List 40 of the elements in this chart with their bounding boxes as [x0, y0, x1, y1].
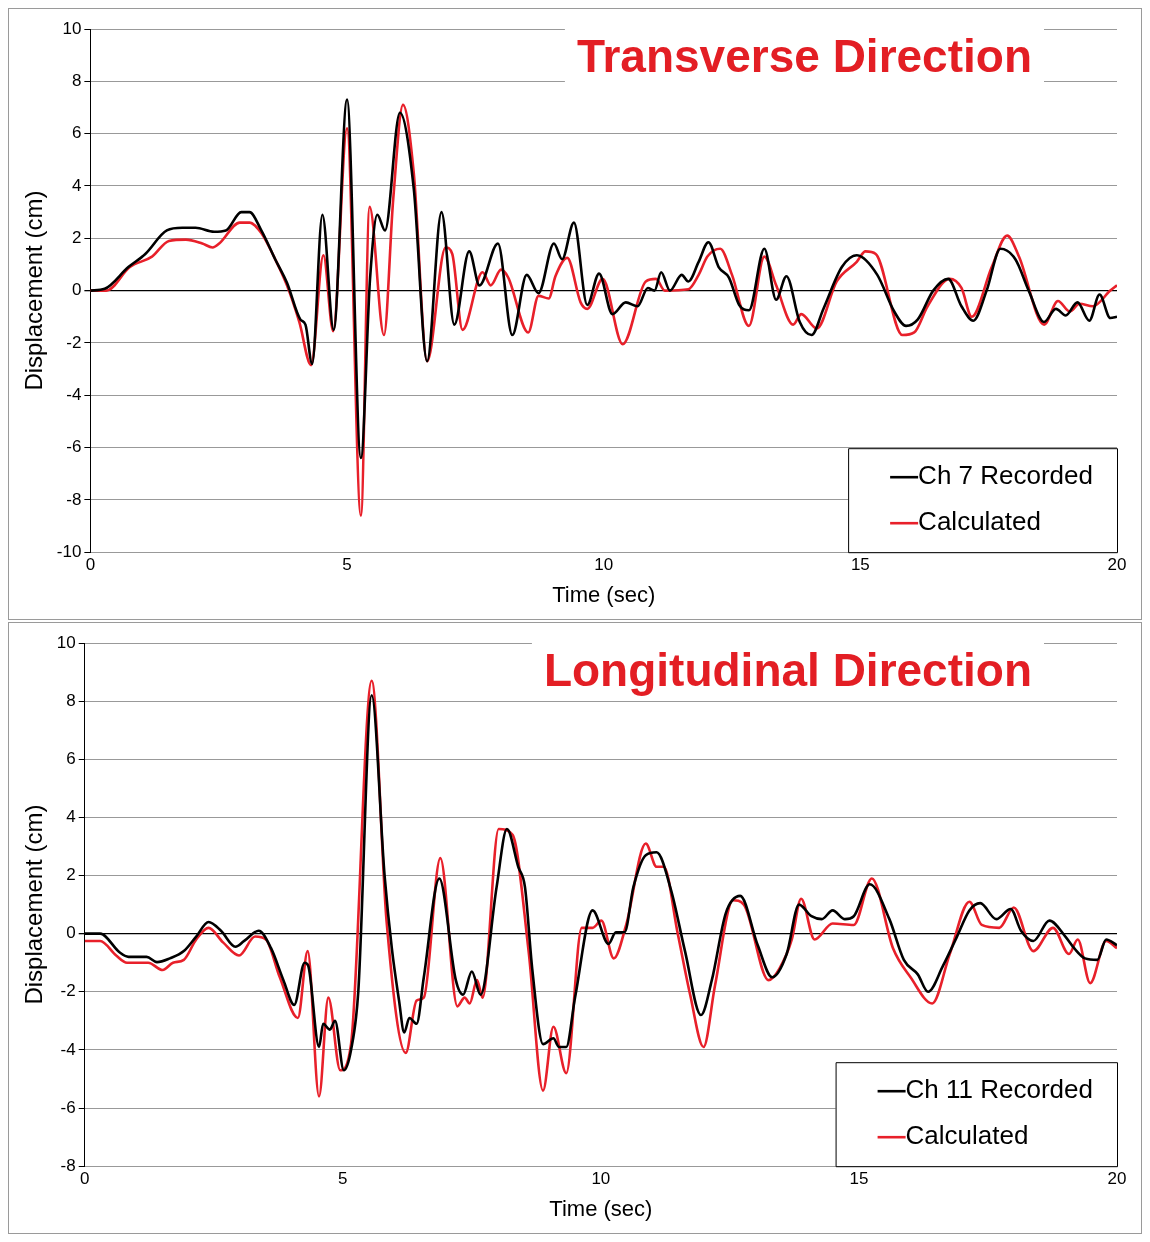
- y-tick-label: 2: [66, 865, 76, 885]
- y-axis-title: Displacement (cm): [20, 804, 48, 1005]
- x-tick-label: 15: [849, 1169, 869, 1189]
- legend-label: Ch 7 Recorded: [918, 460, 1094, 491]
- y-tick-label: 8: [71, 71, 82, 91]
- x-axis-title: Time (sec): [549, 1195, 653, 1221]
- x-tick-label: 15: [850, 555, 870, 575]
- y-axis-title: Displacement (cm): [20, 190, 48, 391]
- y-tick-label: -10: [56, 541, 82, 561]
- x-tick-label: 20: [1107, 555, 1127, 575]
- y-tick-label: -2: [66, 332, 82, 352]
- y-tick-label: 10: [62, 18, 82, 38]
- y-tick-label: 6: [71, 123, 82, 143]
- y-tick-label: -6: [66, 437, 82, 457]
- y-tick-label: 2: [71, 227, 82, 247]
- y-tick-label: 0: [71, 280, 82, 300]
- y-tick-label: -2: [60, 981, 76, 1001]
- x-tick-label: 10: [591, 1169, 611, 1189]
- legend-label: Calculated: [905, 1120, 1029, 1151]
- x-tick-label: 10: [594, 555, 614, 575]
- x-tick-label: 0: [85, 555, 96, 575]
- y-tick-label: 4: [66, 807, 76, 827]
- x-tick-label: 5: [338, 1169, 348, 1189]
- y-tick-label: 0: [66, 923, 76, 943]
- y-tick-label: 8: [66, 690, 76, 710]
- chart-title: Longitudinal Direction: [543, 643, 1032, 696]
- chart-title: Transverse Direction: [576, 29, 1032, 82]
- legend-label: Calculated: [918, 506, 1041, 537]
- x-tick-label: 20: [1107, 1169, 1127, 1189]
- y-tick-label: 4: [71, 175, 82, 195]
- y-tick-label: 10: [56, 632, 76, 652]
- x-tick-label: 5: [342, 555, 352, 575]
- y-tick-label: -6: [60, 1097, 76, 1117]
- y-tick-label: 6: [66, 748, 76, 768]
- y-tick-label: -4: [66, 384, 82, 404]
- y-tick-label: -4: [60, 1039, 76, 1059]
- y-tick-label: -8: [66, 489, 82, 509]
- legend-label: Ch 11 Recorded: [905, 1074, 1094, 1105]
- x-axis-title: Time (sec): [552, 581, 656, 607]
- y-tick-label: -8: [60, 1155, 76, 1175]
